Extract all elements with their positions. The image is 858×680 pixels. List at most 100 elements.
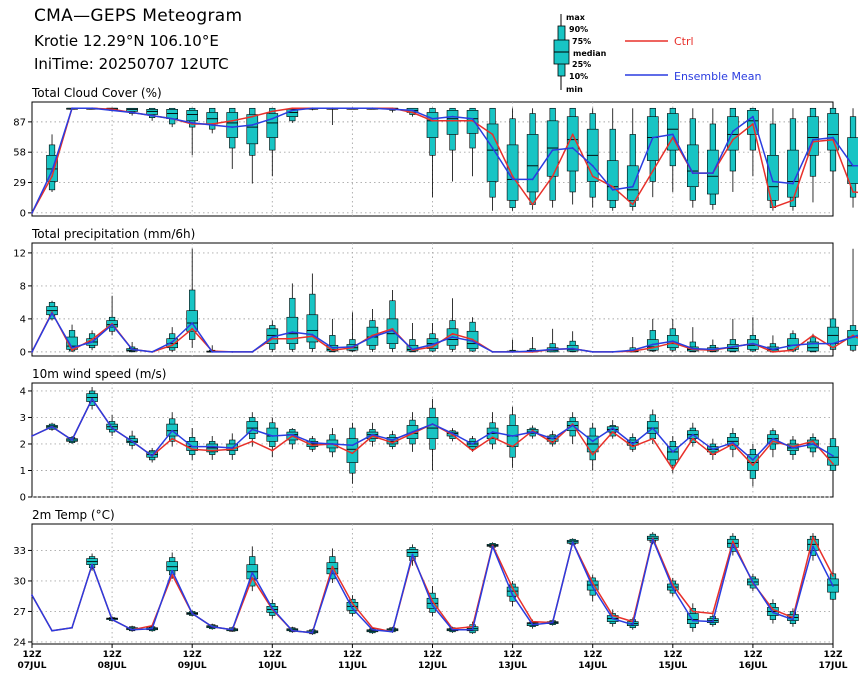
ctrl-series-point — [551, 441, 554, 444]
box-20 — [426, 586, 439, 617]
x-tick-label-date: 13JUL — [498, 661, 527, 671]
mean-series-point — [391, 329, 394, 332]
x-tick-label-hour: 12Z — [183, 650, 203, 660]
ctrl-series-point — [231, 119, 234, 122]
x-tick-label-hour: 12Z — [22, 650, 42, 660]
ctrl-series-point — [691, 610, 694, 613]
mean-series-point — [171, 341, 174, 343]
x-tick-label-hour: 12Z — [583, 650, 603, 660]
ctrl-series-point — [852, 191, 854, 193]
mean-series-point — [772, 437, 774, 440]
ctrl-series-point — [391, 327, 394, 330]
mean-series-point — [591, 440, 594, 443]
x-tick-label-hour: 12Z — [823, 650, 843, 660]
y-tick-label: 58 — [13, 148, 26, 159]
ctrl-series-point — [491, 133, 494, 136]
mean-series-point — [671, 340, 674, 343]
box-31 — [646, 107, 659, 198]
mean-series-point — [71, 107, 73, 110]
mean-series-point — [591, 586, 594, 588]
ctrl-series-point — [191, 327, 194, 330]
box-p25-p75 — [446, 110, 459, 135]
mean-series-point — [151, 455, 154, 457]
ctrl-series-point — [772, 206, 774, 209]
legend-label-min: min — [566, 85, 583, 94]
ctrl-series-point — [511, 175, 514, 178]
mean-series-point — [812, 138, 814, 141]
mean-series-point — [471, 628, 474, 631]
mean-series-point — [511, 178, 514, 181]
ctrl-series-point — [231, 448, 234, 451]
ctrl-series-point — [431, 346, 434, 348]
mean-series-point — [812, 443, 814, 445]
box-35 — [727, 107, 739, 192]
ctrl-series-point — [411, 111, 414, 114]
mean-series-point — [812, 342, 814, 345]
mean-series-point — [812, 545, 814, 548]
box-10 — [226, 107, 239, 169]
ctrl-series-point — [792, 199, 794, 202]
box-22 — [466, 317, 479, 352]
box-28 — [586, 422, 599, 471]
ctrl-series-point — [852, 334, 854, 337]
mean-series-point — [431, 423, 434, 425]
ctrl-series-point — [571, 423, 574, 425]
box-36 — [747, 317, 759, 352]
x-tick-label-hour: 12Z — [263, 650, 283, 660]
legend-mean-label: Ensemble Mean — [674, 70, 761, 83]
mean-series — [31, 107, 858, 214]
box-14 — [306, 273, 319, 352]
ctrl-series-point — [611, 185, 614, 188]
ctrl-series-point — [812, 440, 814, 443]
mean-series-point — [471, 340, 474, 343]
mean-series-point — [431, 117, 434, 120]
mean-series-point — [671, 133, 674, 136]
box-20 — [426, 398, 439, 471]
ctrl-series-point — [91, 338, 93, 341]
mean-series-point — [191, 322, 194, 324]
box-9 — [206, 436, 219, 460]
mean-series-point — [772, 348, 774, 351]
ctrl-series-point — [391, 441, 394, 444]
panel-title: Total precipitation (mm/6h) — [31, 227, 195, 241]
mean-series-point — [271, 117, 274, 120]
box-32 — [666, 107, 679, 192]
mean-series-point — [571, 541, 574, 544]
mean-series-point — [271, 336, 274, 338]
box-24 — [506, 108, 519, 211]
ctrl-series-point — [251, 440, 254, 443]
x-tick-label-date: 10JUL — [258, 661, 287, 671]
x-tick-label-date: 14JUL — [578, 661, 607, 671]
mean-series-point — [611, 188, 614, 191]
mean-series-point — [211, 124, 214, 126]
box-p25-p75 — [486, 123, 499, 182]
ctrl-series-point — [691, 437, 694, 440]
box-21 — [446, 107, 459, 182]
ctrl-series-point — [651, 346, 654, 349]
ctrl-series-point — [291, 107, 294, 110]
box-p25-p75 — [807, 341, 819, 352]
mean-series-point — [371, 107, 374, 110]
mean-series-point — [251, 124, 254, 126]
box-p25-p75 — [747, 110, 759, 135]
mean-series-point — [491, 147, 494, 149]
ctrl-series-point — [531, 203, 534, 206]
mean-series-point — [331, 346, 334, 349]
mean-series-point — [351, 444, 354, 447]
mean-series — [31, 312, 858, 353]
mean-series-point — [591, 350, 594, 353]
mean-series-point — [431, 343, 434, 346]
ctrl-series-point — [832, 574, 834, 577]
ctrl-series-point — [832, 462, 834, 465]
ctrl-series-point — [752, 464, 754, 467]
legend: max 90% 75% median 25% 10% min Ctrl Ense… — [553, 13, 761, 94]
box-27 — [566, 107, 579, 205]
box-p25-p75 — [166, 561, 178, 572]
box-36 — [747, 443, 759, 487]
mean-series-point — [211, 445, 214, 448]
ctrl-series-point — [491, 436, 494, 439]
box-3 — [86, 553, 98, 571]
box-p25-p75 — [266, 113, 279, 138]
mean-series-point — [31, 211, 33, 214]
ctrl-series-point — [611, 614, 614, 617]
